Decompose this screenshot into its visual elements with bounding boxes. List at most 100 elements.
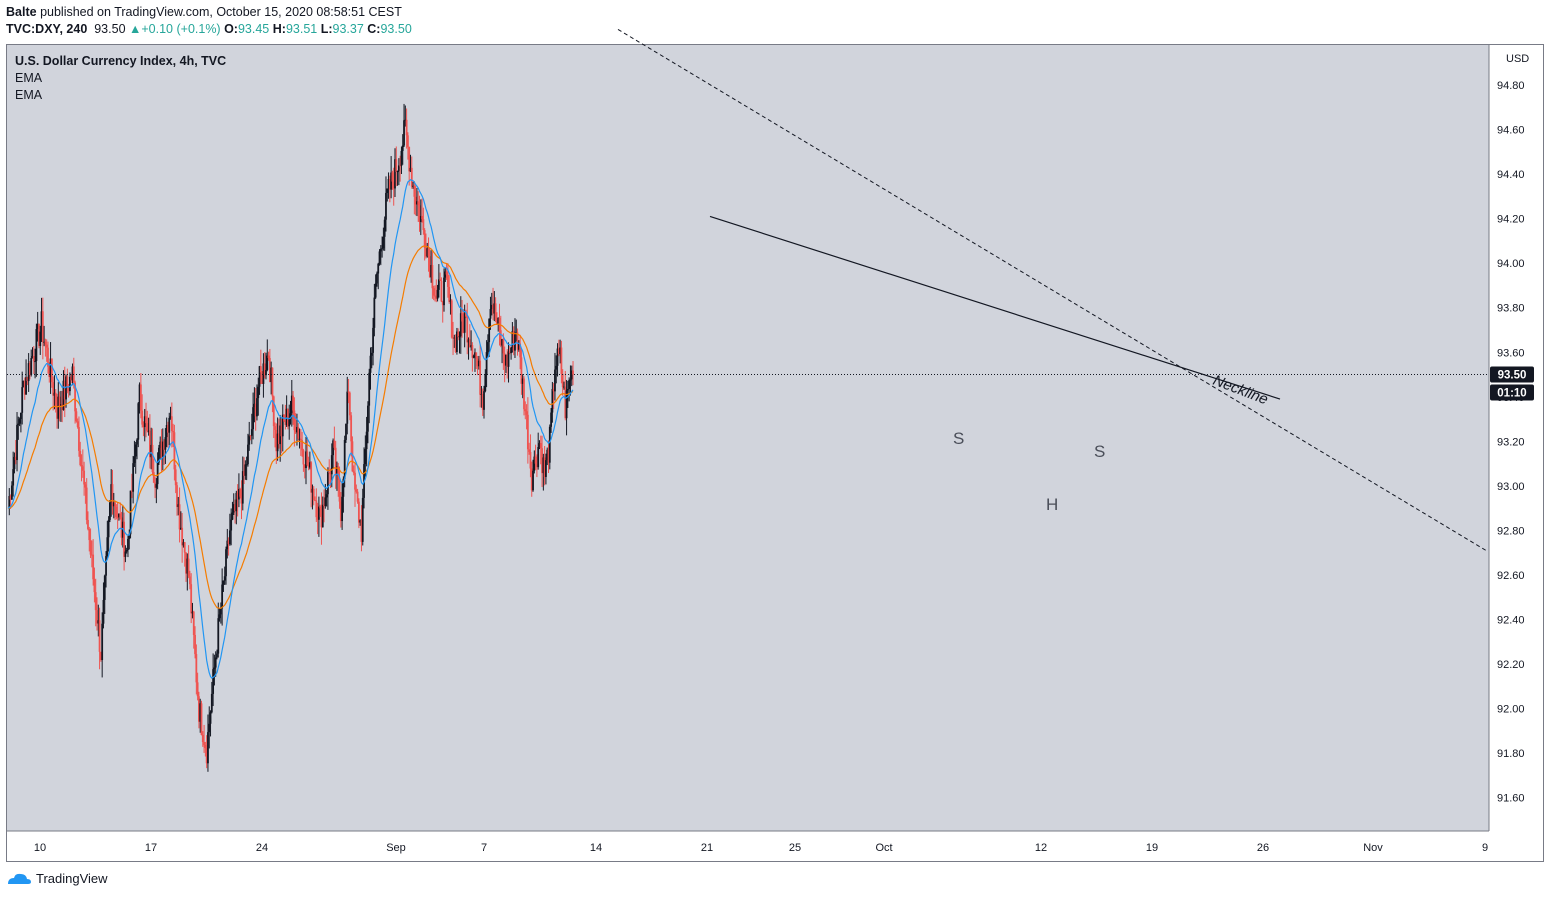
candle-up bbox=[359, 520, 362, 523]
right-shoulder-label: S bbox=[1094, 442, 1105, 461]
candle-up bbox=[449, 300, 452, 302]
candle-down bbox=[90, 554, 93, 556]
candle-up bbox=[21, 387, 24, 413]
candle-down bbox=[502, 339, 505, 354]
candle-down bbox=[334, 447, 337, 475]
plot-area[interactable] bbox=[7, 45, 1489, 831]
candle-down bbox=[278, 433, 280, 445]
candle-up bbox=[510, 347, 512, 354]
candle-down bbox=[314, 500, 316, 502]
candle-up bbox=[165, 425, 168, 438]
candle-down bbox=[80, 464, 83, 467]
candle-up bbox=[390, 172, 393, 190]
candle-down bbox=[74, 382, 76, 412]
candle-down bbox=[201, 734, 204, 743]
candle-down bbox=[204, 745, 207, 749]
candle-up bbox=[257, 386, 260, 399]
candle-down bbox=[439, 279, 442, 281]
candle-down bbox=[287, 408, 289, 427]
candle-down bbox=[66, 376, 69, 387]
neckline-line[interactable] bbox=[709, 215, 1281, 400]
candle-up bbox=[569, 379, 572, 381]
time-tick-17: 17 bbox=[145, 842, 157, 854]
candle-down bbox=[203, 742, 205, 746]
up-arrow-icon: ▲ bbox=[129, 22, 142, 36]
candle-up bbox=[40, 311, 43, 332]
candle-up bbox=[365, 431, 368, 450]
candle-up bbox=[555, 365, 558, 370]
candle-down bbox=[76, 421, 79, 427]
ema-fast-line bbox=[7, 178, 574, 679]
legend-ema-1[interactable]: EMA bbox=[15, 71, 43, 85]
axis-unit-label: USD bbox=[1506, 53, 1529, 65]
candle-down bbox=[312, 488, 315, 501]
last-price-text: 93.50 bbox=[94, 22, 126, 36]
candle-up bbox=[16, 424, 18, 461]
candle-down bbox=[301, 440, 304, 451]
candle-up bbox=[102, 599, 105, 624]
descending-trendline[interactable] bbox=[617, 28, 1487, 551]
candle-up bbox=[332, 440, 334, 456]
open-label: O: bbox=[224, 22, 238, 36]
candle-down bbox=[239, 488, 242, 497]
candle-up bbox=[368, 372, 371, 406]
candle-down bbox=[172, 430, 175, 433]
price-tick-93.60: 93.60 bbox=[1497, 347, 1525, 359]
candle-down bbox=[452, 337, 454, 339]
candle-up bbox=[566, 388, 569, 391]
price-axis[interactable]: USD bbox=[1488, 45, 1529, 831]
candle-up bbox=[137, 403, 140, 440]
candle-down bbox=[236, 492, 239, 500]
candle-down bbox=[446, 274, 449, 287]
candle-down bbox=[329, 472, 332, 475]
candle-down bbox=[32, 356, 35, 362]
candle-up bbox=[279, 425, 282, 445]
candle-down bbox=[423, 230, 426, 249]
candle-up bbox=[244, 464, 247, 476]
candle-up bbox=[230, 519, 233, 531]
candle-down bbox=[98, 620, 101, 652]
candle-up bbox=[385, 192, 387, 220]
candle-up bbox=[107, 519, 110, 538]
candle-up bbox=[106, 537, 109, 557]
tradingview-footer[interactable]: TradingView bbox=[6, 871, 108, 886]
candle-up bbox=[49, 358, 52, 378]
time-tick-Sep: Sep bbox=[386, 842, 406, 854]
candle-down bbox=[520, 357, 523, 384]
legend-title[interactable]: U.S. Dollar Currency Index, 4h, TVC bbox=[15, 54, 227, 68]
candle-up bbox=[253, 403, 256, 408]
candle-up bbox=[387, 179, 390, 189]
candle-up bbox=[212, 669, 215, 694]
legend-ema-2[interactable]: EMA bbox=[15, 88, 43, 102]
candle-down bbox=[315, 500, 318, 518]
candle-down bbox=[178, 504, 181, 530]
candle-up bbox=[493, 303, 496, 314]
candle-up bbox=[134, 444, 137, 457]
candle-up bbox=[308, 462, 311, 468]
close-label: C: bbox=[367, 22, 381, 36]
candle-down bbox=[475, 352, 478, 359]
candle-down bbox=[432, 288, 435, 296]
candle-up bbox=[381, 248, 383, 250]
candle-up bbox=[412, 185, 414, 187]
time-tick-Oct: Oct bbox=[875, 842, 892, 854]
candle-up bbox=[538, 443, 541, 448]
candle-down bbox=[163, 441, 165, 450]
candle-down bbox=[227, 540, 230, 545]
candle-down bbox=[181, 527, 184, 546]
candle-down bbox=[405, 119, 408, 136]
candle-down bbox=[268, 358, 271, 383]
candle-down bbox=[234, 504, 236, 512]
candle-down bbox=[141, 410, 144, 425]
candle-up bbox=[228, 530, 231, 545]
candle-down bbox=[284, 421, 287, 426]
publish-info: Balte published on TradingView.com, Octo… bbox=[6, 5, 402, 19]
author-name[interactable]: Balte bbox=[6, 5, 37, 19]
candle-up bbox=[336, 466, 338, 475]
candle-down bbox=[152, 472, 155, 483]
candle-up bbox=[232, 504, 235, 513]
candle-down bbox=[170, 416, 173, 431]
candle-up bbox=[486, 342, 489, 353]
candle-up bbox=[247, 444, 249, 465]
